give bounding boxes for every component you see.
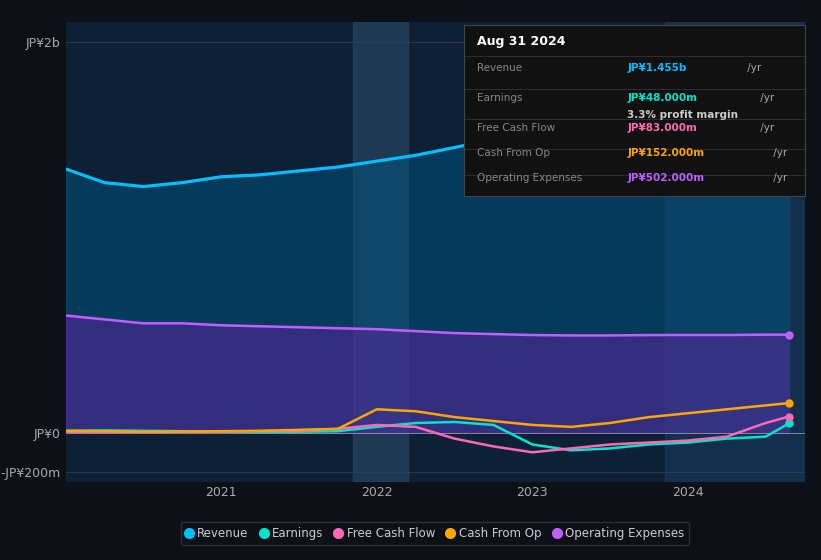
Text: /yr: /yr [757, 123, 774, 133]
Text: Revenue: Revenue [478, 63, 523, 73]
Point [782, 412, 796, 421]
Bar [664, 22, 805, 482]
Text: JP¥48.000m: JP¥48.000m [627, 93, 697, 103]
Text: JP¥502.000m: JP¥502.000m [627, 173, 704, 183]
Point [782, 399, 796, 408]
Bar [354, 22, 408, 482]
Text: /yr: /yr [757, 93, 774, 103]
Text: Earnings: Earnings [478, 93, 523, 103]
Text: Cash From Op: Cash From Op [478, 148, 551, 158]
Point [782, 144, 796, 153]
Text: Operating Expenses: Operating Expenses [478, 173, 583, 183]
Legend: Revenue, Earnings, Free Cash Flow, Cash From Op, Operating Expenses: Revenue, Earnings, Free Cash Flow, Cash … [181, 522, 690, 544]
Text: Free Cash Flow: Free Cash Flow [478, 123, 556, 133]
Text: Aug 31 2024: Aug 31 2024 [478, 35, 566, 49]
Text: /yr: /yr [770, 148, 787, 158]
Text: /yr: /yr [770, 173, 787, 183]
Text: 3.3% profit margin: 3.3% profit margin [627, 110, 738, 120]
Point [782, 419, 796, 428]
Point [782, 330, 796, 339]
Text: JP¥83.000m: JP¥83.000m [627, 123, 697, 133]
Text: /yr: /yr [744, 63, 761, 73]
Text: JP¥152.000m: JP¥152.000m [627, 148, 704, 158]
Text: JP¥1.455b: JP¥1.455b [627, 63, 687, 73]
